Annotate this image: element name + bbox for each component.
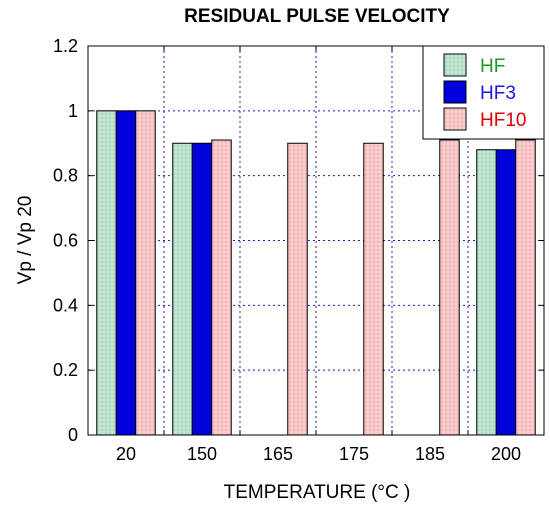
bar-hf10-20 (135, 110, 156, 436)
bars (96, 110, 536, 436)
bar-hf10-150 (211, 139, 232, 436)
chart-title: RESIDUAL PULSE VELOCITY (184, 6, 450, 27)
y-tick-label: 0 (68, 425, 78, 445)
x-tick-label: 20 (116, 444, 136, 464)
y-tick-label: 0.8 (53, 166, 78, 186)
x-tick-label: 165 (263, 444, 293, 464)
bar-hf-200 (476, 149, 497, 436)
x-tick-label: 200 (491, 444, 521, 464)
plot-area-frame (87, 45, 545, 436)
x-tick-label: 185 (415, 444, 445, 464)
bar-hf3-150 (191, 142, 213, 436)
bar-hf3-20 (115, 110, 137, 436)
legend-swatch-hf3 (443, 80, 467, 104)
axis-ticks: 0 0.2 0.4 0.6 0.8 1 1.2 20 150 165 175 185 200 (53, 36, 544, 464)
y-tick-label: 1 (68, 101, 78, 121)
legend-label-hf10: HF10 (480, 110, 526, 131)
bar-hf10-185 (439, 139, 460, 436)
bar-hf-150 (172, 142, 193, 436)
legend-box (422, 45, 545, 140)
legend: HF HF3 HF10 (422, 45, 545, 140)
x-axis-label: TEMPERATURE (°C ) (224, 482, 411, 503)
y-tick-label: 0.6 (53, 231, 78, 251)
y-axis-label: Vp / Vp 20 (15, 196, 36, 285)
bar-hf10-175 (363, 142, 384, 436)
legend-swatch-hf10 (443, 107, 467, 131)
bar-hf3-200 (495, 149, 517, 436)
bar-hf-20 (96, 110, 117, 436)
x-tick-label: 150 (187, 444, 217, 464)
x-tick-label: 175 (339, 444, 369, 464)
y-tick-label: 1.2 (53, 36, 78, 56)
y-tick-label: 0.4 (53, 295, 78, 315)
legend-label-hf3: HF3 (480, 83, 516, 104)
bar-hf10-165 (287, 142, 308, 436)
legend-swatch-hf (443, 53, 467, 77)
bar-hf10-200 (515, 139, 536, 436)
y-tick-label: 0.2 (53, 360, 78, 380)
legend-label-hf: HF (480, 56, 505, 77)
